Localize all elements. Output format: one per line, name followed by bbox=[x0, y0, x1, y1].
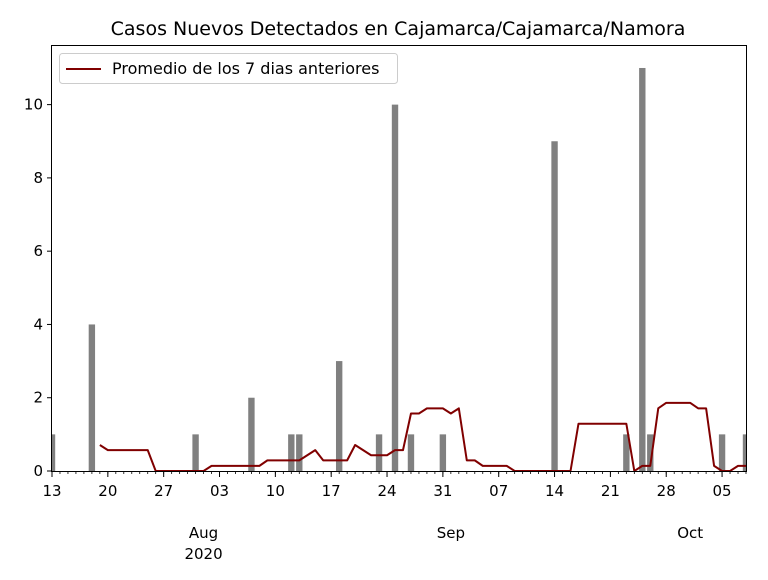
bar bbox=[551, 141, 558, 471]
plot-frame bbox=[51, 45, 747, 472]
bar bbox=[639, 67, 646, 471]
bar-layer bbox=[52, 67, 765, 471]
x-month-label: Oct bbox=[677, 524, 703, 542]
average-line bbox=[99, 401, 746, 471]
chart-title: Casos Nuevos Detectados en Cajamarca/Caj… bbox=[111, 18, 686, 40]
bar bbox=[623, 434, 630, 471]
bar bbox=[296, 434, 303, 471]
bar bbox=[407, 434, 415, 471]
y-tick-label: 4 bbox=[33, 315, 43, 333]
x-tick-label: 24 bbox=[377, 482, 396, 500]
legend-label: Promedio de los 7 dias anteriores bbox=[112, 59, 379, 78]
x-axis: 13 20 27 03 10 17 24 31 07 14 21 28 05 Aug 2020 Sep Oct bbox=[42, 471, 747, 563]
legend: Promedio de los 7 dias anteriores bbox=[59, 53, 398, 84]
bar bbox=[88, 324, 96, 471]
x-tick-label: 03 bbox=[210, 482, 229, 500]
bar bbox=[742, 434, 746, 471]
x-tick-label: 05 bbox=[713, 482, 732, 500]
x-tick-label: 21 bbox=[601, 482, 620, 500]
bar bbox=[391, 104, 399, 471]
y-tick-label: 0 bbox=[33, 462, 43, 480]
x-year-label: 2020 bbox=[184, 545, 222, 563]
bar bbox=[248, 397, 255, 471]
bar bbox=[192, 434, 199, 471]
bar bbox=[647, 434, 654, 471]
x-month-label: Sep bbox=[437, 524, 465, 542]
x-tick-label: 28 bbox=[657, 482, 676, 500]
y-tick-label: 10 bbox=[24, 96, 43, 114]
x-tick-label: 14 bbox=[545, 482, 564, 500]
x-month-label: Aug bbox=[189, 524, 218, 542]
bar bbox=[439, 434, 447, 471]
line-layer bbox=[99, 401, 746, 471]
x-tick-label: 07 bbox=[489, 482, 508, 500]
x-tick-label: 10 bbox=[266, 482, 285, 500]
x-tick-label: 27 bbox=[154, 482, 173, 500]
legend-box bbox=[59, 53, 398, 84]
y-tick-label: 8 bbox=[33, 169, 43, 187]
bar bbox=[52, 434, 56, 471]
y-tick-label: 2 bbox=[33, 389, 43, 407]
x-tick-label: 20 bbox=[98, 482, 117, 500]
x-tick-label: 31 bbox=[433, 482, 452, 500]
bar bbox=[375, 434, 383, 471]
x-tick-label: 17 bbox=[322, 482, 341, 500]
y-tick-label: 6 bbox=[33, 242, 43, 260]
bar bbox=[288, 434, 295, 471]
bar bbox=[759, 434, 765, 471]
y-axis: 0 2 4 6 8 10 bbox=[24, 96, 52, 480]
bar bbox=[718, 434, 726, 471]
x-tick-label: 13 bbox=[42, 482, 61, 500]
bar bbox=[335, 361, 343, 471]
